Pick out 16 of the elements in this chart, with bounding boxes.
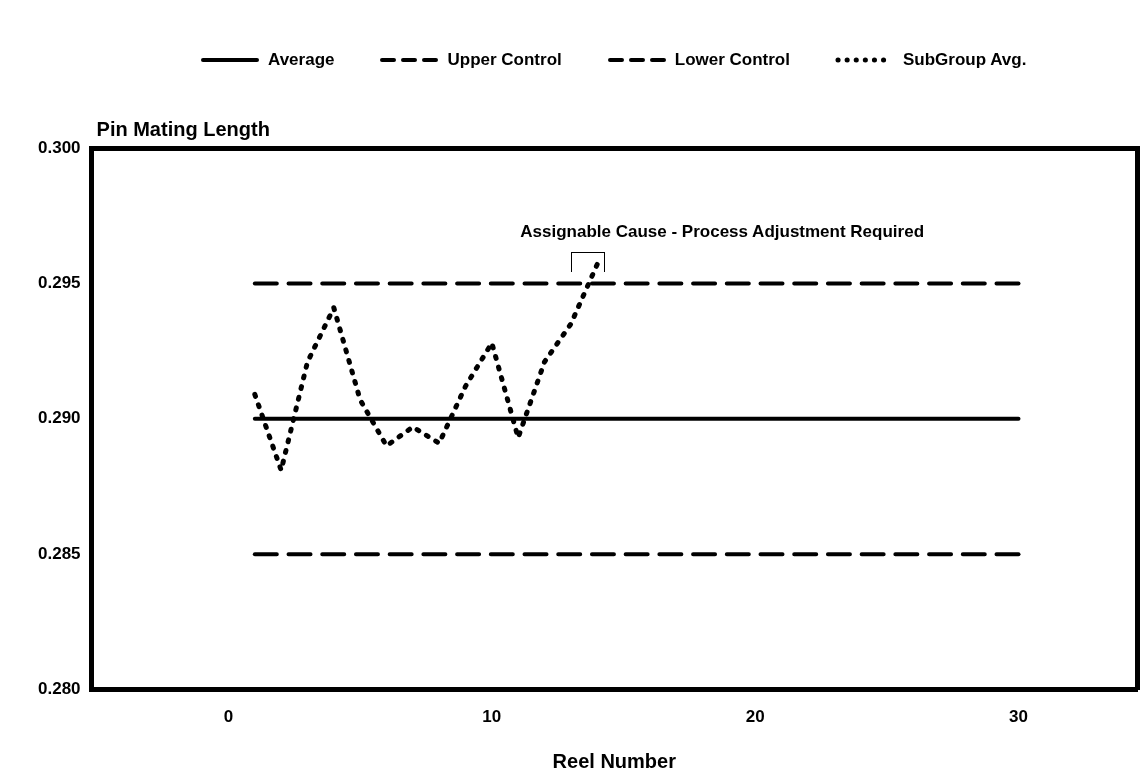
y-tick-label: 0.295 xyxy=(37,273,81,293)
legend-label: SubGroup Avg. xyxy=(902,50,1027,70)
y-axis-title: Pin Mating Length xyxy=(96,117,270,140)
annotation: Assignable Cause - Process Adjustment Required xyxy=(520,221,925,241)
y-tick-label: 0.285 xyxy=(37,543,81,563)
legend-label: Average xyxy=(268,50,335,70)
y-tick-label: 0.300 xyxy=(37,137,81,157)
x-axis-title: Reel Number xyxy=(552,749,677,772)
x-tick-label: 10 xyxy=(482,707,502,727)
legend-label: Lower Control xyxy=(674,50,790,70)
x-tick-label: 0 xyxy=(223,707,234,727)
x-tick-label: 30 xyxy=(1009,707,1028,727)
legend-label: Upper Control xyxy=(447,50,562,70)
y-tick-label: 0.290 xyxy=(37,408,81,428)
y-tick-label: 0.280 xyxy=(37,679,81,699)
x-tick-label: 20 xyxy=(745,707,765,727)
